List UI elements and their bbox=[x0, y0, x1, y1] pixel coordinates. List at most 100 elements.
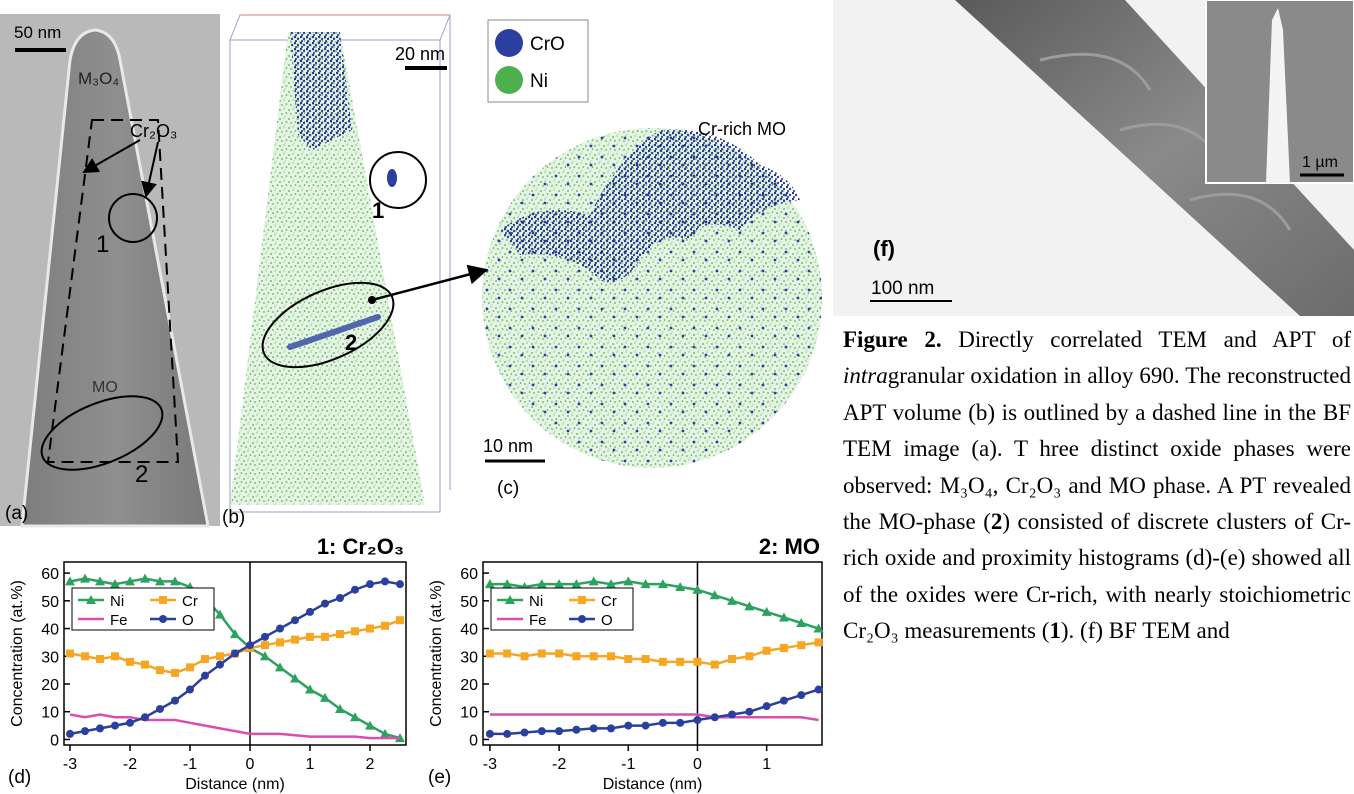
marker bbox=[201, 655, 209, 664]
marker bbox=[693, 716, 702, 725]
marker bbox=[578, 615, 586, 623]
y-tick-label: 60 bbox=[460, 566, 478, 583]
marker bbox=[96, 724, 104, 733]
marker bbox=[640, 579, 651, 589]
atom-cloud bbox=[230, 32, 425, 505]
y-tick-label: 0 bbox=[469, 732, 478, 749]
marker bbox=[86, 595, 96, 604]
marker bbox=[170, 576, 180, 586]
marker bbox=[186, 663, 194, 672]
marker bbox=[81, 652, 89, 661]
marker bbox=[141, 713, 149, 722]
region-label: 1 bbox=[372, 198, 384, 223]
panel-f: 1 µm (f) 100 nm bbox=[833, 0, 1354, 316]
marker bbox=[276, 638, 284, 647]
marker bbox=[814, 685, 823, 694]
marker bbox=[290, 673, 300, 683]
marker bbox=[141, 660, 149, 669]
scale-label: 50 nm bbox=[14, 23, 61, 42]
marker bbox=[216, 660, 224, 669]
caption-run: Directly correlated TEM and APT of bbox=[941, 327, 1351, 352]
marker bbox=[589, 724, 598, 733]
marker bbox=[745, 652, 754, 661]
marker bbox=[728, 655, 737, 664]
marker bbox=[555, 649, 564, 658]
plot-frame bbox=[63, 561, 407, 746]
marker bbox=[761, 606, 772, 616]
marker bbox=[260, 651, 270, 661]
region-circle bbox=[108, 193, 158, 243]
marker bbox=[762, 702, 771, 711]
marker bbox=[366, 624, 374, 633]
marker bbox=[778, 612, 789, 622]
marker bbox=[485, 649, 494, 658]
marker bbox=[159, 596, 167, 604]
y-tick-label: 10 bbox=[460, 705, 478, 722]
marker bbox=[554, 579, 565, 589]
marker bbox=[126, 718, 134, 727]
y-tick-label: 20 bbox=[460, 677, 478, 694]
panel-label: (b) bbox=[222, 507, 245, 528]
marker bbox=[231, 649, 239, 658]
x-tick-label: 1 bbox=[762, 756, 771, 773]
marker bbox=[111, 721, 119, 730]
marker bbox=[66, 729, 74, 738]
marker bbox=[305, 684, 315, 694]
y-tick-label: 60 bbox=[41, 566, 59, 583]
legend-label: Fe bbox=[110, 612, 128, 629]
marker bbox=[155, 576, 165, 586]
marker bbox=[520, 728, 529, 737]
series-line bbox=[69, 713, 400, 740]
legend-label: Cr bbox=[182, 593, 198, 610]
marker bbox=[606, 724, 615, 733]
marker bbox=[126, 657, 134, 666]
marker bbox=[571, 579, 582, 589]
marker bbox=[306, 632, 314, 641]
marker bbox=[693, 657, 702, 666]
caption-run: 2 bbox=[990, 509, 1003, 535]
marker bbox=[351, 585, 359, 594]
marker bbox=[159, 615, 167, 623]
y-tick-label: 40 bbox=[460, 622, 478, 639]
marker bbox=[261, 632, 269, 641]
marker bbox=[80, 573, 90, 583]
marker bbox=[321, 599, 329, 608]
marker bbox=[336, 594, 344, 603]
caption-run: 1 bbox=[1049, 618, 1061, 644]
marker bbox=[66, 649, 74, 658]
legend-swatch bbox=[495, 29, 523, 57]
panel-b: 20 nm 1 2 (b) bbox=[222, 14, 451, 528]
marker bbox=[365, 720, 375, 730]
scale-label: 100 nm bbox=[871, 278, 934, 299]
x-tick-label: 0 bbox=[693, 756, 702, 773]
marker bbox=[797, 691, 806, 700]
marker bbox=[125, 576, 135, 586]
panel-label: (c) bbox=[497, 478, 519, 499]
y-tick-label: 20 bbox=[41, 677, 59, 694]
oxide-cluster bbox=[387, 169, 397, 187]
marker bbox=[156, 704, 164, 713]
marker bbox=[291, 635, 299, 644]
arrow-origin bbox=[368, 296, 376, 304]
panel-label: (d) bbox=[8, 767, 31, 788]
marker bbox=[657, 579, 668, 589]
marker bbox=[641, 721, 650, 730]
marker bbox=[710, 713, 719, 722]
marker bbox=[275, 662, 285, 672]
region-label: 2 bbox=[345, 330, 357, 355]
arrow bbox=[82, 139, 141, 173]
marker bbox=[555, 727, 564, 736]
panel-a: 50 nm M₃O₄ Cr₂O₃ 1 MO 2 (a) bbox=[0, 14, 220, 528]
x-axis-label: Distance (nm) bbox=[185, 776, 285, 793]
phase-label: Cr₂O₃ bbox=[130, 121, 177, 141]
marker bbox=[796, 618, 807, 627]
marker bbox=[396, 616, 404, 625]
marker bbox=[623, 576, 634, 586]
region-ellipse bbox=[40, 395, 164, 471]
marker bbox=[709, 590, 720, 600]
marker bbox=[380, 728, 390, 738]
marker bbox=[366, 580, 374, 589]
marker bbox=[814, 638, 823, 647]
y-axis-label: Concentration (at.%) bbox=[428, 580, 445, 727]
marker bbox=[216, 652, 224, 661]
